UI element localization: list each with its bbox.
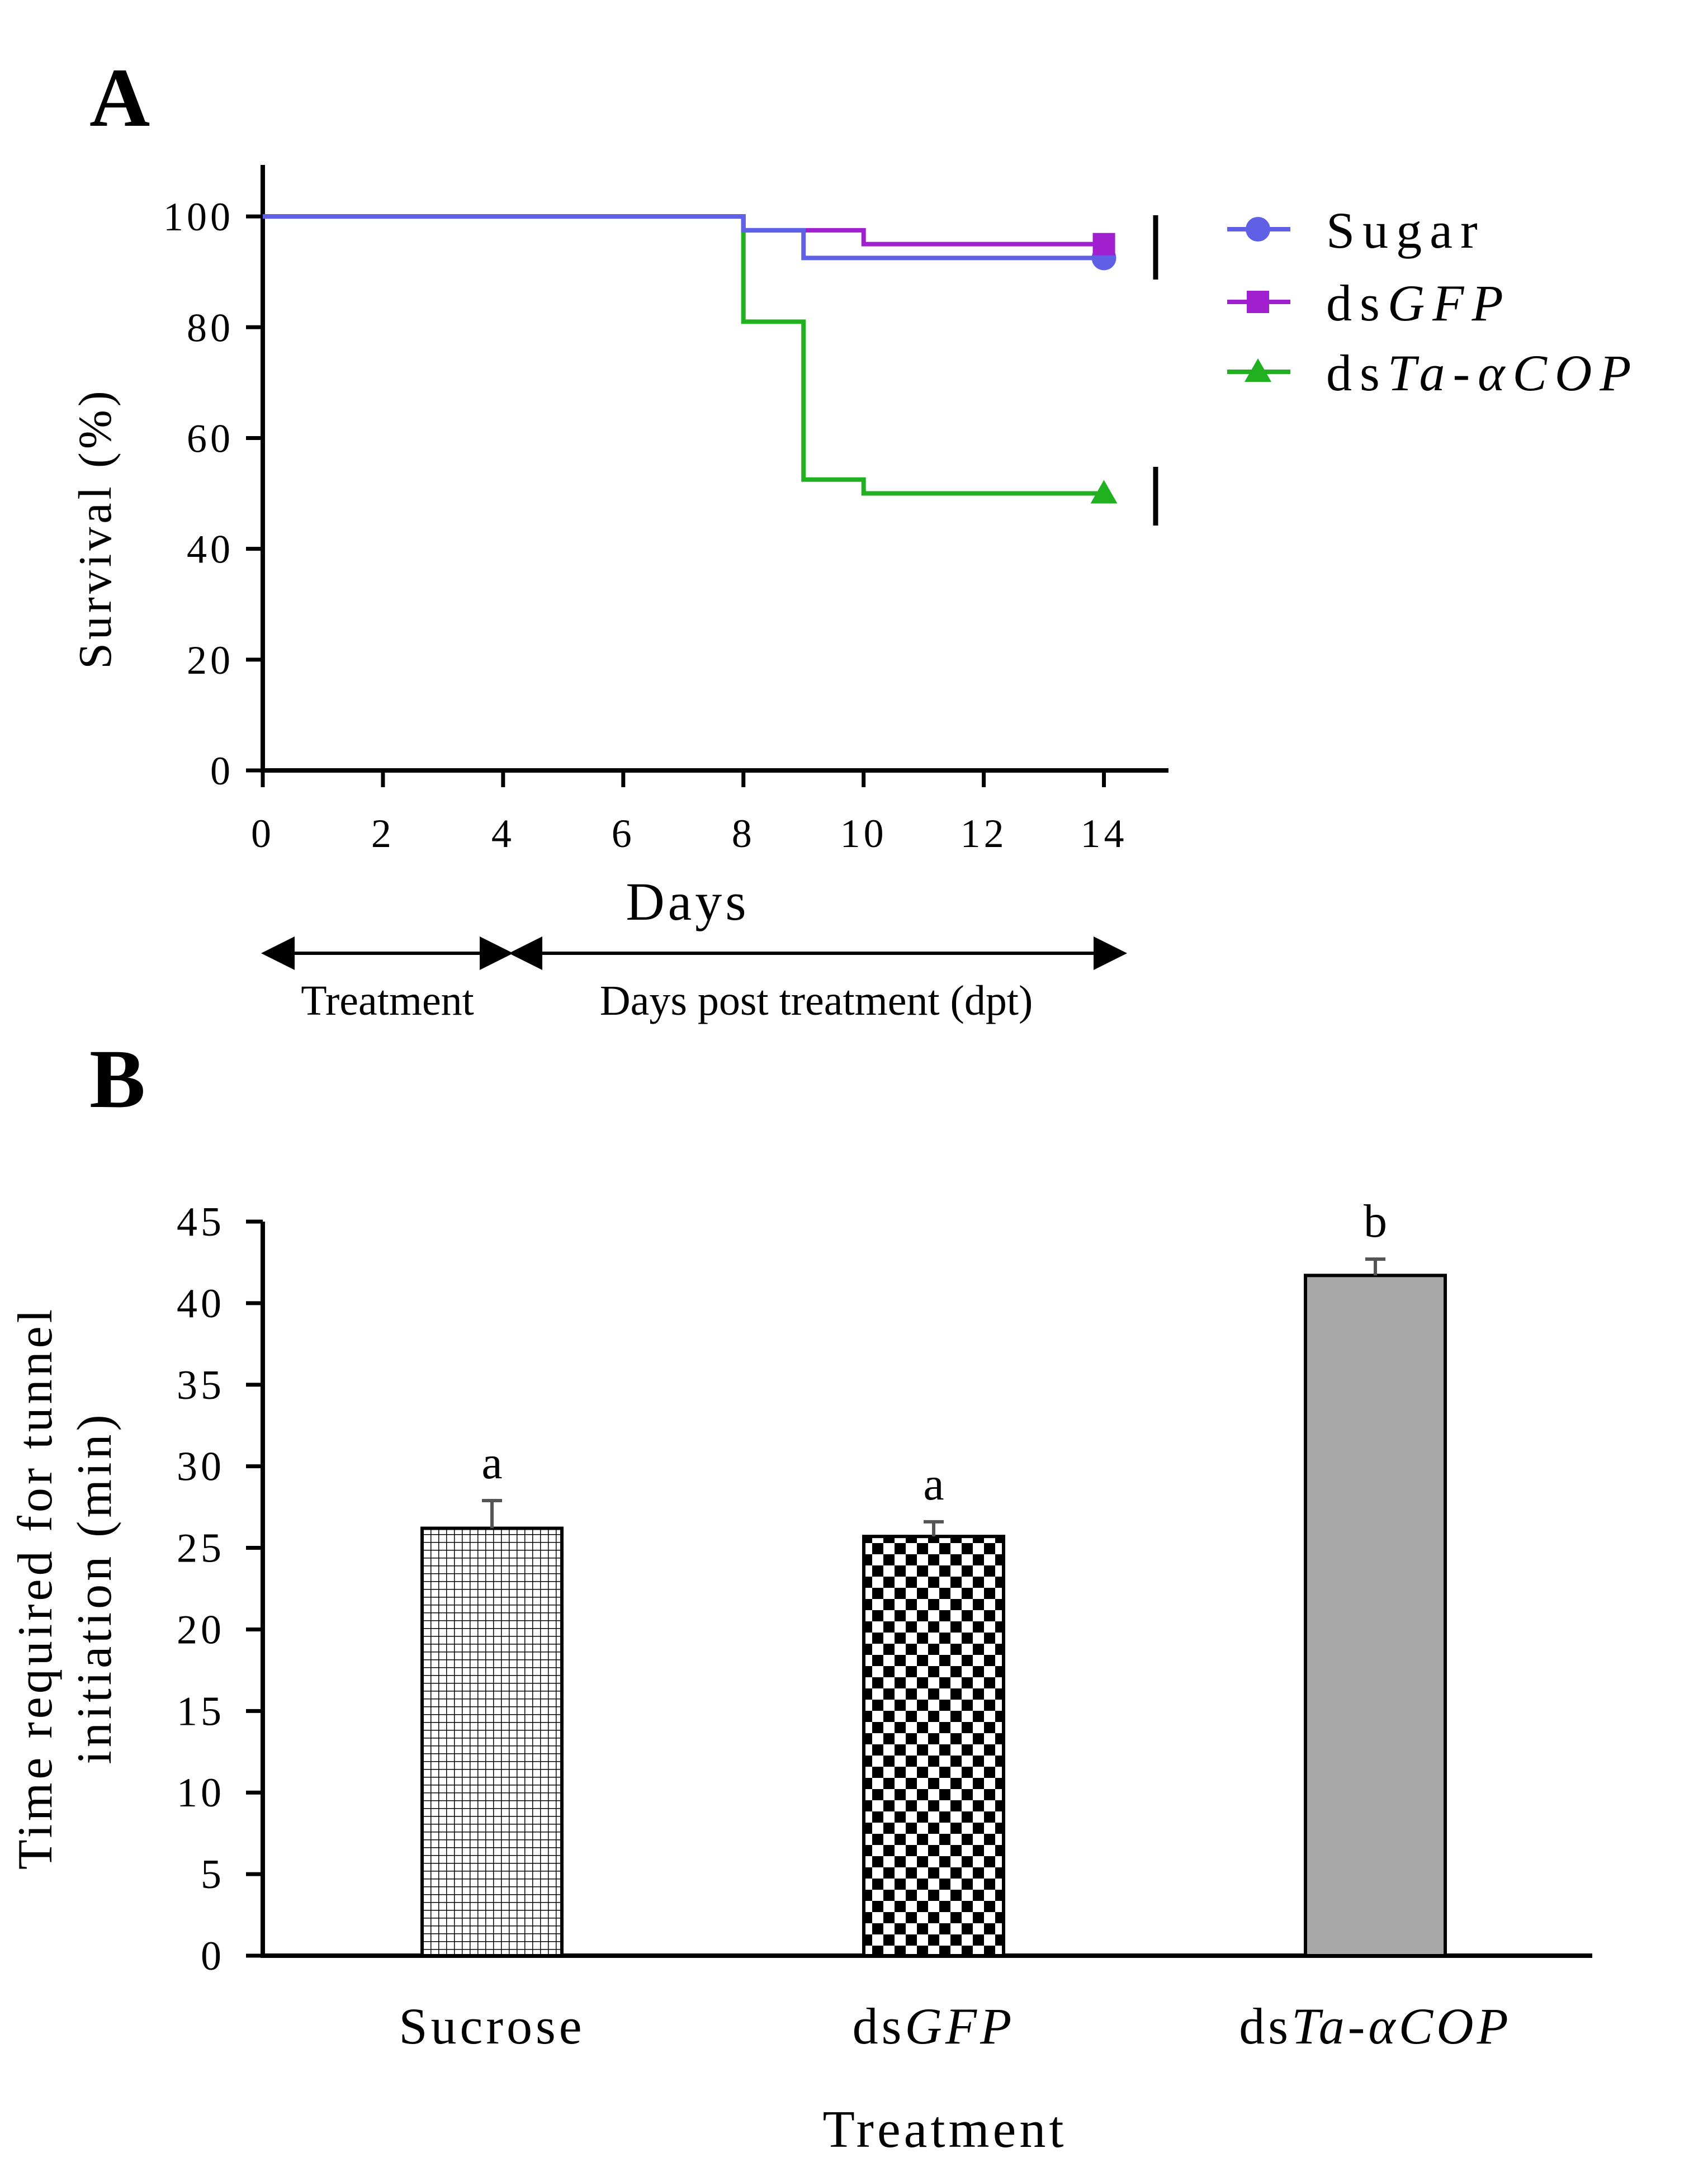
legend-label: Sugar <box>1326 202 1485 259</box>
bar-y-ticks: 0 5 10 15 20 25 30 35 40 45 <box>177 1199 263 1979</box>
label-part: Ta-αCOP <box>1388 344 1639 401</box>
series-line-Sugar <box>263 214 1104 261</box>
panel-a-label: A <box>89 51 150 144</box>
significance-letter: b <box>1364 1195 1387 1247</box>
survival-series <box>263 214 1118 504</box>
bar-y-tick-label: 25 <box>177 1526 225 1572</box>
y-tick-label: 0 <box>210 749 234 793</box>
label-part: ds <box>1239 1998 1291 2055</box>
significance-letter: a <box>923 1458 944 1510</box>
bar-Sucrose <box>420 1526 564 1957</box>
category-label: dsTa-αCOP <box>1239 1998 1511 2055</box>
y-ticks: 0 20 40 60 80 100 <box>163 195 263 793</box>
bar-x-axis-title: Treatment <box>823 2100 1067 2159</box>
dpt-label: Days post treatment (dpt) <box>600 977 1033 1024</box>
label-part: Sucrose <box>399 1998 585 2055</box>
series-end-marker-dsGFP <box>1092 233 1115 256</box>
bar-y-tick-label: 30 <box>177 1444 225 1490</box>
panel-b-label: B <box>89 1033 145 1125</box>
label-part: Sugar <box>1326 202 1485 259</box>
x-tick-label: 12 <box>961 811 1007 856</box>
bar-y-tick-label: 40 <box>177 1281 225 1327</box>
label-part: ds <box>853 1998 905 2055</box>
x-tick-label: 4 <box>491 811 515 856</box>
bar-y-axis-title-line-1: Time required for tunnel <box>8 1306 63 1870</box>
bar-y-tick-label: 10 <box>177 1770 225 1816</box>
x-tick-label: 6 <box>612 811 635 856</box>
category-label: Sucrose <box>399 1998 585 2055</box>
label-part: ds <box>1326 344 1388 401</box>
series-line-dsGFP <box>263 214 1104 247</box>
label-part: GFP <box>1388 275 1511 332</box>
bar-y-tick-label: 15 <box>177 1688 225 1734</box>
series-end-marker-dsTa-αCOP <box>1090 480 1118 504</box>
label-part: Ta-αCOP <box>1291 1998 1512 2055</box>
x-tick-label: 14 <box>1081 811 1128 856</box>
significance-letter: a <box>481 1437 502 1489</box>
legend-marker-circle <box>1246 217 1270 242</box>
legend-marker-square <box>1247 291 1269 313</box>
legend-label: dsTa-αCOP <box>1326 344 1639 401</box>
label-part: GFP <box>905 1998 1015 2055</box>
bar-y-tick-label: 5 <box>201 1852 225 1898</box>
bar-chart: B 0 5 10 15 20 25 30 35 40 45 Time required for t… <box>8 1033 1592 2159</box>
x-tick-label: 2 <box>371 811 395 856</box>
label-part: ds <box>1326 275 1388 332</box>
legend-marker-triangle <box>1245 358 1271 382</box>
category-label: dsGFP <box>853 1998 1015 2055</box>
treatment-label: Treatment <box>301 977 474 1024</box>
x-tick-label: 10 <box>840 811 887 856</box>
y-tick-label: 100 <box>163 195 234 239</box>
legend-label: dsGFP <box>1326 275 1511 332</box>
x-ticks: 0 2 4 6 8 10 12 14 <box>251 770 1128 856</box>
x-tick-label: 8 <box>732 811 755 856</box>
bar-y-axis-title: Time required for tunnel initiation (min… <box>8 1306 122 1870</box>
bar-y-tick-label: 35 <box>177 1362 225 1408</box>
y-axis-title: Survival (%) <box>69 387 121 669</box>
bar-y-axis-title-line-2: initiation (min) <box>68 1411 122 1764</box>
bar-dsGFP <box>862 1535 1005 1957</box>
bar-y-tick-label: 45 <box>177 1199 225 1245</box>
bar-y-tick-label: 20 <box>177 1607 225 1653</box>
x-axis-title: Days <box>626 872 749 931</box>
bar-y-tick-label: 0 <box>201 1933 225 1979</box>
y-tick-label: 20 <box>187 638 234 683</box>
y-tick-label: 60 <box>187 416 234 461</box>
bar-dsTa-αCOP <box>1304 1274 1447 1957</box>
x-tick-label: 0 <box>251 811 275 856</box>
series-line-dsTa-αCOP <box>263 214 1104 496</box>
y-tick-label: 80 <box>187 305 234 350</box>
y-tick-label: 40 <box>187 527 234 572</box>
